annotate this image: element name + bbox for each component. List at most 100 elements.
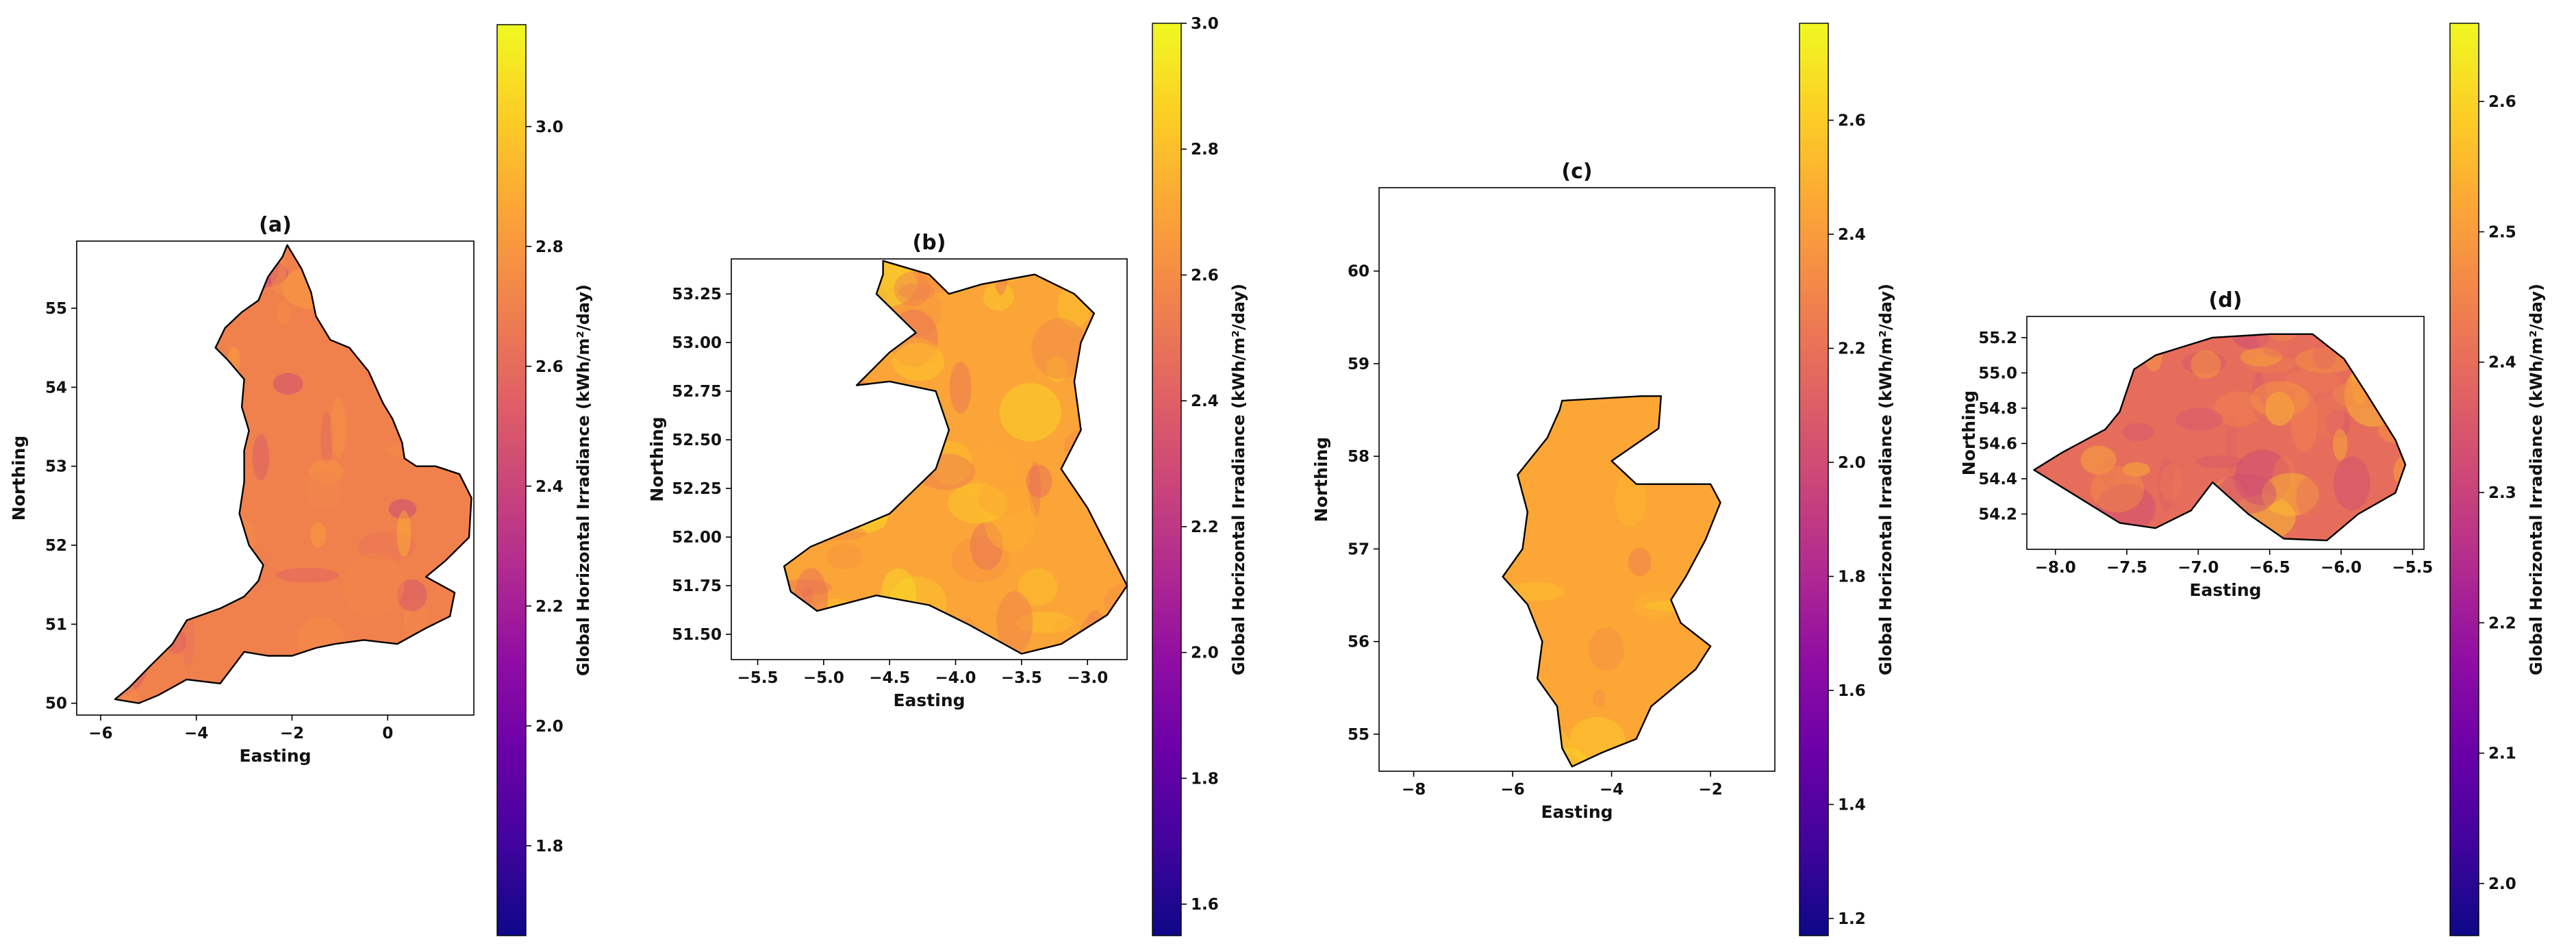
irradiance-cell — [1409, 616, 1437, 679]
irradiance-cell — [1474, 410, 1492, 422]
irradiance-cell — [1459, 738, 1497, 768]
irradiance-cell — [162, 530, 203, 579]
coastline — [783, 260, 1128, 655]
irradiance-cell — [180, 510, 232, 554]
irradiance-cell — [1355, 408, 1419, 421]
irradiance-cell — [994, 260, 1008, 295]
irradiance-cell — [2245, 355, 2295, 373]
irradiance-cell — [1465, 286, 1504, 351]
irradiance-cell — [2034, 334, 2056, 390]
irradiance-cell — [277, 301, 291, 325]
colorbar-tick-label: 2.6 — [1191, 266, 1219, 284]
irradiance-cell — [1016, 612, 1074, 634]
irradiance-cell — [1495, 234, 1548, 272]
irradiance-cell — [386, 441, 445, 460]
irradiance-cell — [238, 265, 251, 285]
irradiance-cell — [1087, 427, 1104, 460]
irradiance-cell — [1391, 464, 1422, 508]
irradiance-cell — [1589, 627, 1624, 671]
irradiance-cell — [220, 545, 272, 594]
irradiance-cell — [227, 347, 240, 374]
irradiance-cell — [842, 490, 894, 525]
irradiance-cell — [1636, 239, 1688, 299]
irradiance-cell — [275, 568, 340, 583]
irradiance-cell — [2312, 341, 2336, 370]
irradiance-cell — [114, 638, 147, 697]
x-tick-label: −3.5 — [1001, 669, 1042, 687]
irradiance-cell — [1634, 590, 1680, 619]
irradiance-cell — [2225, 413, 2238, 474]
irradiance-cell — [1654, 369, 1715, 383]
y-tick-label: 50 — [45, 695, 67, 713]
irradiance-cell — [2213, 391, 2264, 427]
region-base — [1502, 396, 1721, 767]
irradiance-cell — [831, 444, 892, 477]
irradiance-cell — [784, 312, 835, 340]
colorbar-tick-label: 2.4 — [1191, 392, 1219, 410]
irradiance-cell — [320, 412, 333, 464]
colorbar-tick-label: 2.0 — [1191, 645, 1219, 662]
irradiance-cell — [2156, 482, 2204, 497]
y-tick-label: 53.00 — [672, 334, 722, 352]
colorbar-tick-label: 2.4 — [535, 478, 564, 496]
x-axis-label: Easting — [239, 746, 311, 766]
irradiance-cell — [1414, 479, 1440, 513]
irradiance-cell — [2265, 391, 2294, 426]
irradiance-cell — [1028, 462, 1041, 518]
colorbar — [496, 24, 527, 936]
y-tick-label: 52.00 — [672, 529, 722, 547]
irradiance-cell — [2379, 386, 2390, 425]
irradiance-cell — [2395, 334, 2405, 339]
irradiance-cell — [1087, 447, 1127, 467]
irradiance-cell — [2065, 334, 2131, 337]
irradiance-cell — [2115, 529, 2139, 541]
colorbar-tick-label: 2.3 — [2488, 484, 2516, 502]
irradiance-cell — [1650, 704, 1712, 733]
irradiance-cell — [2160, 464, 2182, 502]
region-fill — [2034, 334, 2405, 541]
irradiance-cell — [813, 609, 876, 654]
irradiance-cell — [784, 292, 796, 345]
irradiance-cell — [863, 591, 876, 649]
colorbar-tick-label: 2.0 — [535, 718, 564, 736]
irradiance-cell — [1380, 217, 1440, 271]
y-tick-label: 60 — [1348, 263, 1369, 281]
irradiance-cell — [1654, 208, 1708, 247]
irradiance-cell — [1018, 568, 1058, 606]
irradiance-cell — [1550, 748, 1589, 767]
irradiance-cell — [784, 630, 803, 654]
irradiance-cell — [2093, 338, 2114, 357]
irradiance-cell — [357, 531, 416, 561]
panel-d: −8.0 −7.5 −7.0 −6.5 −6.0 −5.5 54.2 54.4 54.6 54.8… — [1959, 23, 2546, 936]
irradiance-cell — [915, 453, 976, 490]
irradiance-cell — [2396, 491, 2405, 541]
irradiance-cell — [2034, 369, 2074, 399]
irradiance-cell — [1417, 484, 1430, 515]
irradiance-cell — [1521, 323, 1533, 376]
irradiance-cell — [2037, 417, 2070, 430]
irradiance-cell — [275, 696, 310, 703]
irradiance-cell — [1407, 551, 1423, 582]
irradiance-cell — [162, 430, 213, 450]
irradiance-cell — [1731, 234, 1754, 281]
panel-title: (d) — [2209, 288, 2243, 312]
irradiance-cell — [2359, 334, 2405, 378]
irradiance-cell — [1026, 464, 1052, 498]
x-tick-label: −7.5 — [2106, 559, 2147, 577]
irradiance-cell — [2234, 449, 2291, 505]
irradiance-cell — [72, 247, 85, 277]
irradiance-cell — [1074, 630, 1123, 654]
irradiance-cell — [1736, 458, 1749, 495]
irradiance-cell — [839, 380, 872, 396]
colorbar-tick-label: 1.4 — [1838, 797, 1866, 814]
irradiance-cell — [794, 568, 829, 632]
irradiance-cell — [978, 477, 1031, 517]
x-tick-label: −5.5 — [737, 669, 779, 687]
irradiance-cell — [1595, 345, 1630, 383]
colorbar-tick-label: 2.0 — [2488, 875, 2516, 893]
irradiance-cell — [2325, 409, 2351, 438]
irradiance-cell — [2034, 518, 2074, 541]
x-axis-label: Easting — [1541, 802, 1613, 822]
irradiance-cell — [158, 245, 200, 299]
